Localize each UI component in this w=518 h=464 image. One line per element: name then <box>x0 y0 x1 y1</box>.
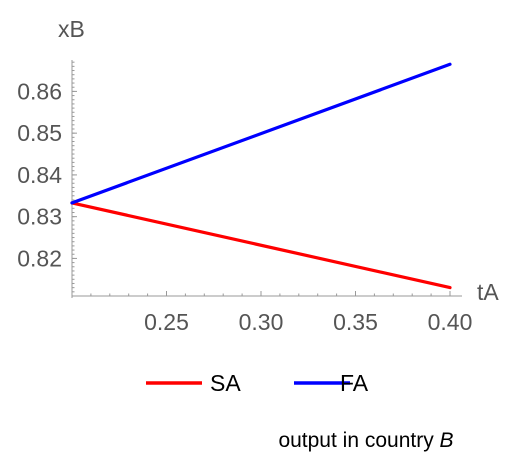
y-tick-label: 0.83 <box>17 204 62 230</box>
legend: SA FA <box>146 370 369 396</box>
series-line-sa <box>70 201 452 290</box>
x-tick-label: 0.40 <box>428 309 473 335</box>
plot-lines <box>70 62 452 290</box>
legend-label-fa: FA <box>340 370 369 396</box>
axes: 0.25 0.30 0.35 0.40 0.82 0.83 0.84 0.85 0.86 tA… <box>17 16 499 335</box>
legend-label-sa: SA <box>210 370 241 396</box>
y-tick-label: 0.84 <box>17 162 62 188</box>
y-axis-label: xB <box>58 16 85 42</box>
y-tick-label: 0.85 <box>17 120 62 146</box>
x-tick-label: 0.35 <box>333 309 378 335</box>
x-tick-label: 0.25 <box>144 309 189 335</box>
x-tick-label: 0.30 <box>239 309 284 335</box>
y-tick-label: 0.86 <box>17 78 62 104</box>
y-ticks: 0.82 0.83 0.84 0.85 0.86 <box>17 61 77 293</box>
caption-emphasis: B <box>440 429 454 452</box>
y-tick-label: 0.82 <box>17 245 62 271</box>
caption-prefix: output in country <box>278 429 439 452</box>
x-axis-label: tA <box>477 279 499 305</box>
series-line-fa <box>70 62 452 205</box>
caption: output in country B <box>278 429 453 452</box>
x-ticks: 0.25 0.30 0.35 0.40 <box>71 291 473 335</box>
